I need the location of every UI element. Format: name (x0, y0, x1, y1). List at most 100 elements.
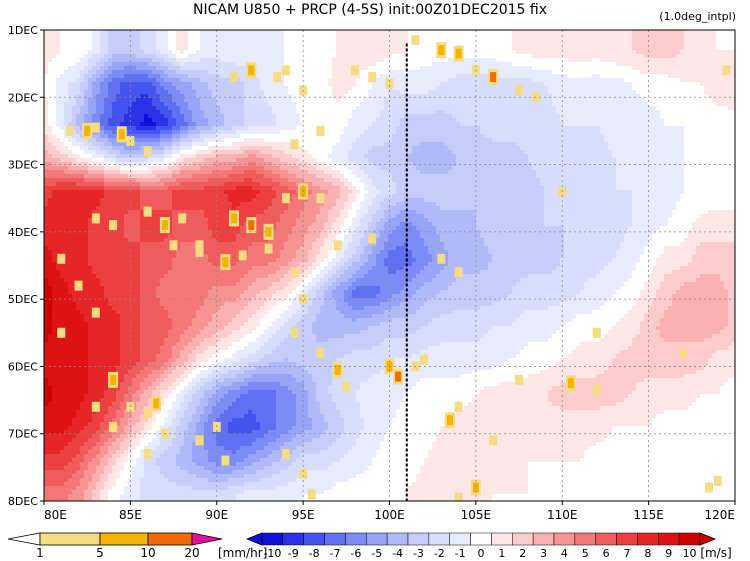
u850-cell (92, 110, 97, 115)
u850-cell (632, 114, 637, 119)
u850-cell (80, 90, 85, 95)
u850-cell (720, 42, 725, 47)
u850-cell (464, 58, 469, 63)
u850-cell (532, 122, 537, 127)
u850-cell (524, 46, 529, 51)
u850-cell (160, 34, 165, 39)
u850-cell (488, 38, 493, 43)
u850-cell (396, 70, 401, 75)
u850-cell (88, 70, 93, 75)
u850-cell (476, 102, 481, 107)
u850-cell (48, 34, 53, 39)
u850-cell (308, 138, 313, 143)
u850-cell (672, 66, 677, 71)
u850-cell (732, 90, 735, 95)
u850-cell (300, 62, 305, 67)
u850-cell (512, 82, 517, 87)
u850-cell (648, 102, 653, 107)
u850-cell (412, 130, 417, 135)
u850-cell (300, 34, 305, 39)
u850-cell (108, 110, 113, 115)
u850-cell (372, 82, 377, 87)
u850-cell (472, 58, 477, 63)
u850-cell (232, 110, 237, 115)
u850-cell (456, 70, 461, 75)
u850-cell (372, 98, 377, 103)
u850-cell (392, 114, 397, 119)
u850-cell (600, 94, 605, 99)
u850-cell (548, 54, 553, 59)
u850-cell (472, 50, 477, 55)
u850-cell (100, 114, 105, 119)
u850-cell (320, 78, 325, 83)
u850-cell (572, 134, 577, 139)
u850-cell (568, 46, 573, 51)
u850-cell (288, 106, 293, 111)
u850-cell (236, 106, 241, 111)
u850-cell (272, 142, 277, 147)
u850-cell (672, 42, 677, 47)
u850-cell (460, 98, 465, 103)
u850-cell (516, 102, 521, 107)
u850-cell (352, 38, 357, 43)
u850-cell (428, 46, 433, 51)
u850-cell (488, 58, 493, 63)
u850-cell (352, 130, 357, 135)
u850-cell (524, 102, 529, 107)
u850-cell (192, 90, 197, 95)
u850-cell (584, 78, 589, 83)
u850-cell (432, 86, 437, 91)
u850-cell (548, 30, 553, 35)
u850-cell (312, 90, 317, 95)
u850-cell (228, 106, 233, 111)
u850-cell (76, 50, 81, 55)
u850-cell (576, 34, 581, 39)
u850-cell (424, 42, 429, 47)
u850-cell (312, 54, 317, 59)
u850-cell (268, 106, 273, 111)
u850-cell (304, 30, 309, 35)
u850-cell (612, 82, 617, 87)
u850-cell (688, 86, 693, 91)
u850-cell (88, 110, 93, 115)
u850-cell (640, 50, 645, 55)
u850-cell (676, 54, 681, 59)
u850-cell (392, 106, 397, 111)
u850-cell (448, 86, 453, 91)
u850-cell (348, 66, 353, 71)
u850-cell (632, 126, 637, 131)
u850-cell (224, 122, 229, 127)
u850-cell (88, 94, 93, 99)
u850-cell (632, 46, 637, 51)
u850-cell (376, 110, 381, 115)
u850-cell (304, 62, 309, 67)
u850-cell (608, 66, 613, 71)
u850-cell (608, 138, 613, 143)
u850-cell (92, 46, 97, 51)
u850-cell (624, 122, 629, 127)
u850-cell (108, 86, 113, 91)
u850-cell (664, 66, 669, 71)
u850-cell (280, 74, 285, 79)
u850-cell (572, 110, 577, 115)
u850-cell (548, 134, 553, 139)
u850-cell (556, 98, 561, 103)
u850-cell (300, 94, 305, 99)
u850-cell (364, 114, 369, 119)
u850-cell (272, 50, 277, 55)
u850-cell (348, 58, 353, 63)
u850-cell (376, 70, 381, 75)
u850-cell (616, 66, 621, 71)
u850-cell (524, 54, 529, 59)
u850-cell (720, 102, 725, 107)
u850-cell (400, 38, 405, 43)
u850-cell (304, 102, 309, 107)
u850-cell (460, 62, 465, 67)
u850-cell (624, 58, 629, 63)
u850-cell (704, 114, 709, 119)
u850-cell (696, 74, 701, 79)
u850-cell (548, 102, 553, 107)
u850-cell (720, 38, 725, 43)
u850-cell (64, 122, 69, 127)
u850-cell (656, 138, 661, 143)
